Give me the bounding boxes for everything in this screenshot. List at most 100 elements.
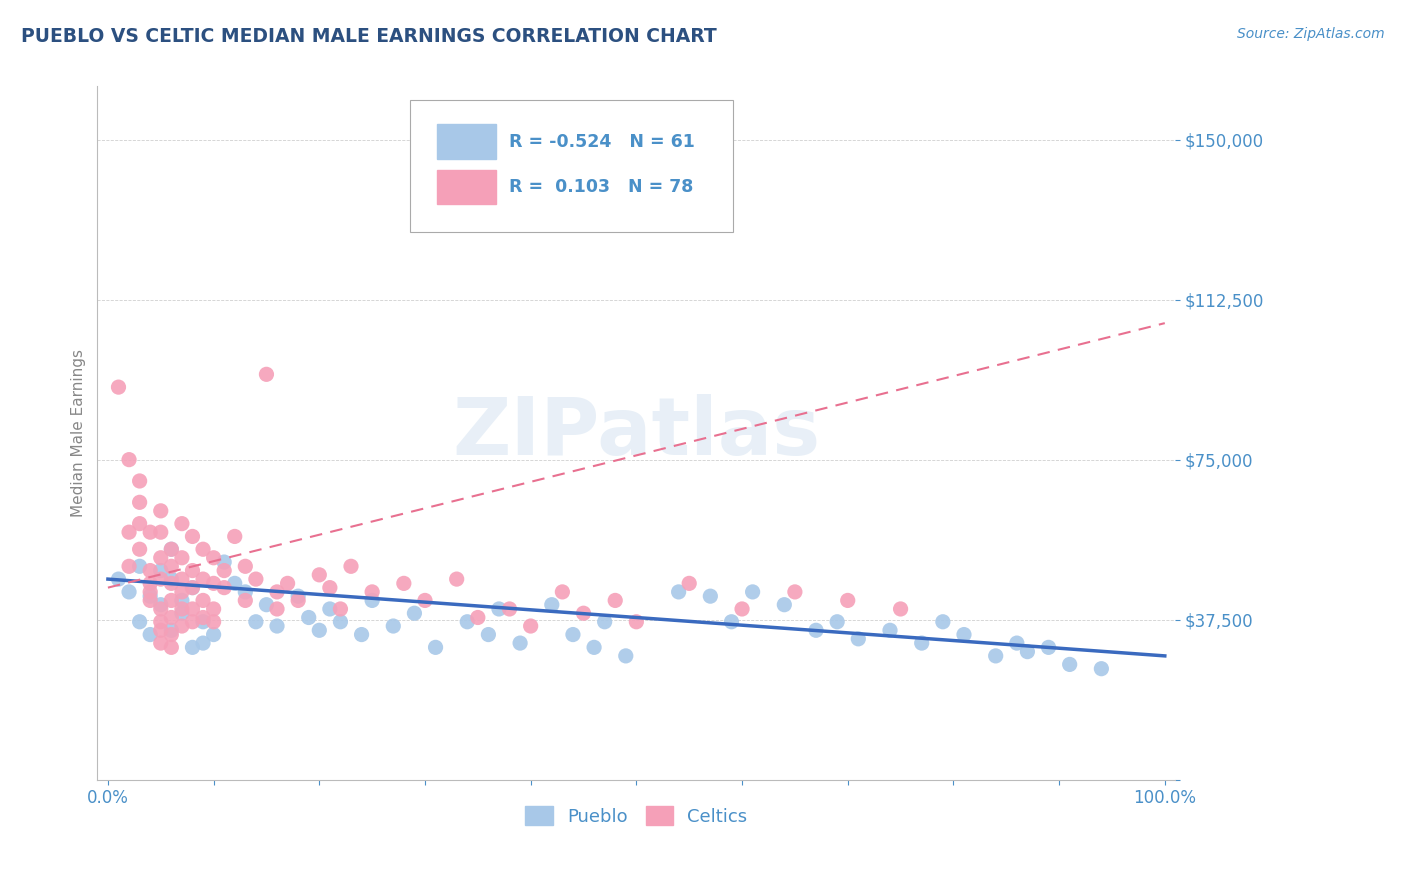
- Point: [699, 589, 721, 603]
- Point: [202, 615, 225, 629]
- Text: PUEBLO VS CELTIC MEDIAN MALE EARNINGS CORRELATION CHART: PUEBLO VS CELTIC MEDIAN MALE EARNINGS CO…: [21, 27, 717, 45]
- Point: [139, 589, 162, 603]
- Point: [181, 529, 204, 543]
- Point: [605, 593, 627, 607]
- Point: [583, 640, 606, 655]
- Point: [149, 550, 172, 565]
- Text: R =  0.103   N = 78: R = 0.103 N = 78: [509, 178, 693, 196]
- Point: [181, 602, 204, 616]
- Point: [1059, 657, 1081, 672]
- Point: [170, 572, 193, 586]
- Point: [233, 585, 256, 599]
- Point: [170, 619, 193, 633]
- Point: [509, 636, 531, 650]
- Point: [245, 615, 267, 629]
- Point: [170, 606, 193, 620]
- Point: [191, 615, 214, 629]
- Point: [191, 636, 214, 650]
- Point: [128, 474, 150, 488]
- Point: [139, 564, 162, 578]
- Point: [107, 380, 129, 394]
- Point: [245, 572, 267, 586]
- Point: [212, 555, 235, 569]
- Y-axis label: Median Male Earnings: Median Male Earnings: [72, 349, 86, 517]
- Point: [678, 576, 700, 591]
- Point: [149, 564, 172, 578]
- Bar: [437, 169, 496, 204]
- Point: [160, 542, 183, 557]
- Point: [984, 648, 1007, 663]
- Point: [160, 624, 183, 638]
- Point: [298, 610, 321, 624]
- Point: [1005, 636, 1028, 650]
- Point: [340, 559, 363, 574]
- Point: [160, 610, 183, 624]
- Point: [160, 640, 183, 655]
- Point: [266, 602, 288, 616]
- Point: [191, 542, 214, 557]
- Point: [170, 593, 193, 607]
- Point: [170, 516, 193, 531]
- Point: [614, 648, 637, 663]
- Point: [181, 564, 204, 578]
- Point: [256, 368, 278, 382]
- Point: [160, 542, 183, 557]
- Point: [181, 581, 204, 595]
- Point: [540, 598, 562, 612]
- Point: [846, 632, 869, 646]
- Point: [467, 610, 489, 624]
- Point: [879, 624, 901, 638]
- Point: [626, 615, 648, 629]
- Point: [287, 589, 309, 603]
- Point: [128, 516, 150, 531]
- Point: [224, 576, 246, 591]
- Point: [425, 640, 447, 655]
- Point: [149, 624, 172, 638]
- Point: [932, 615, 955, 629]
- Point: [170, 550, 193, 565]
- Point: [149, 602, 172, 616]
- Point: [149, 636, 172, 650]
- Point: [404, 606, 426, 620]
- Point: [350, 627, 373, 641]
- Point: [1038, 640, 1060, 655]
- Point: [233, 559, 256, 574]
- Point: [149, 598, 172, 612]
- Point: [149, 572, 172, 586]
- Point: [128, 559, 150, 574]
- Point: [319, 581, 342, 595]
- Point: [837, 593, 859, 607]
- Point: [277, 576, 299, 591]
- Point: [456, 615, 478, 629]
- Point: [266, 619, 288, 633]
- Point: [128, 615, 150, 629]
- Point: [308, 624, 330, 638]
- Point: [446, 572, 468, 586]
- Point: [741, 585, 763, 599]
- FancyBboxPatch shape: [411, 100, 734, 232]
- Point: [519, 619, 541, 633]
- Point: [551, 585, 574, 599]
- Point: [107, 572, 129, 586]
- Point: [170, 602, 193, 616]
- Point: [160, 593, 183, 607]
- Point: [773, 598, 796, 612]
- Point: [1090, 662, 1112, 676]
- Point: [149, 504, 172, 518]
- Text: Source: ZipAtlas.com: Source: ZipAtlas.com: [1237, 27, 1385, 41]
- Point: [128, 542, 150, 557]
- Point: [118, 559, 141, 574]
- Point: [361, 585, 384, 599]
- Point: [224, 529, 246, 543]
- Point: [256, 598, 278, 612]
- Point: [139, 576, 162, 591]
- Point: [160, 627, 183, 641]
- Point: [202, 627, 225, 641]
- Point: [1017, 645, 1039, 659]
- Point: [181, 581, 204, 595]
- Point: [160, 572, 183, 586]
- Point: [202, 602, 225, 616]
- Point: [160, 559, 183, 574]
- Point: [720, 615, 742, 629]
- Point: [191, 572, 214, 586]
